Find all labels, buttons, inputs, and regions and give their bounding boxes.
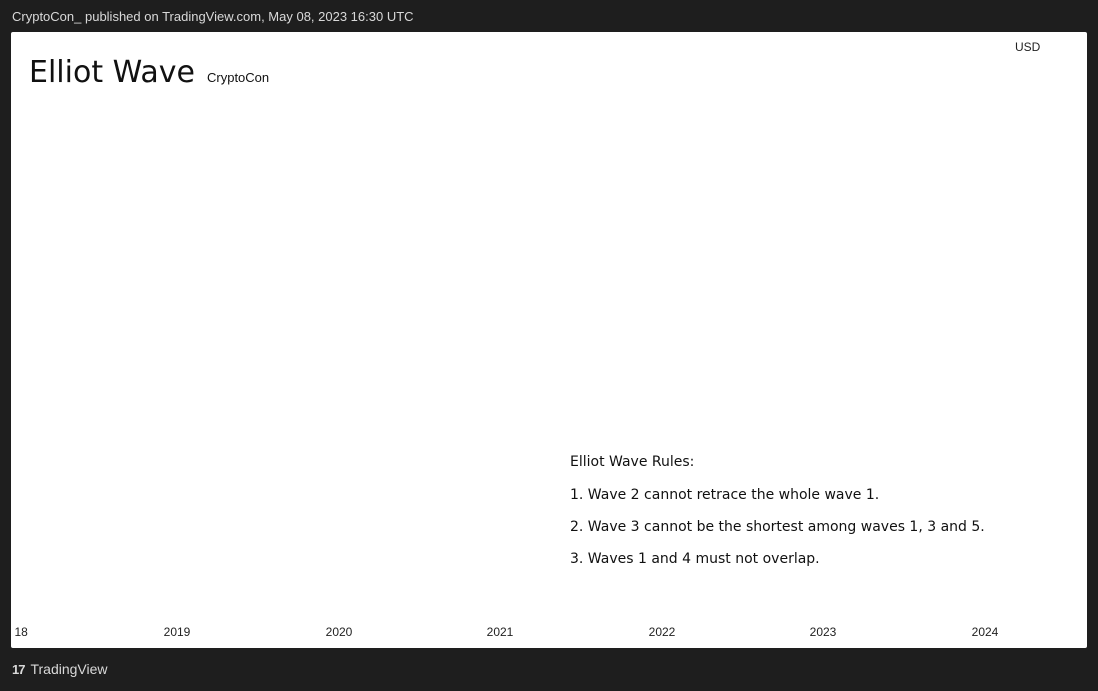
chart-subtitle: CryptoCon [207, 70, 269, 85]
time-tick-label: 2019 [164, 625, 191, 639]
elliot-wave-chart[interactable]: Mid-Top Move2019Parabolic Bull Run2020-2… [11, 32, 1087, 648]
time-tick-label: 2021 [487, 625, 514, 639]
time-tick-label: 2022 [649, 625, 676, 639]
chart-title: Elliot Wave [29, 55, 195, 90]
rule-item: 2. Wave 3 cannot be the shortest among w… [570, 519, 985, 535]
rules-heading: Elliot Wave Rules: [570, 454, 694, 470]
time-tick-label: 2020 [326, 625, 353, 639]
publish-header: CryptoCon_ published on TradingView.com,… [12, 9, 414, 24]
tradingview-logo-icon[interactable]: 17 [12, 661, 26, 677]
time-tick-label: 2023 [810, 625, 837, 639]
time-tick-label: 2024 [972, 625, 999, 639]
rule-item: 1. Wave 2 cannot retrace the whole wave … [570, 487, 879, 503]
chart-area[interactable]: Mid-Top Move2019Parabolic Bull Run2020-2… [11, 32, 1087, 648]
currency-label: USD [1015, 40, 1041, 54]
time-tick-label: 18 [15, 625, 29, 639]
rules-block: Elliot Wave Rules: 1. Wave 2 cannot retr… [570, 454, 985, 567]
time-axis: 18 2019 2020 2021 2022 2023 2024 [15, 625, 999, 639]
brand-label[interactable]: TradingView [30, 661, 108, 677]
footer: 17 TradingView [12, 661, 108, 677]
rule-item: 3. Waves 1 and 4 must not overlap. [570, 551, 820, 567]
